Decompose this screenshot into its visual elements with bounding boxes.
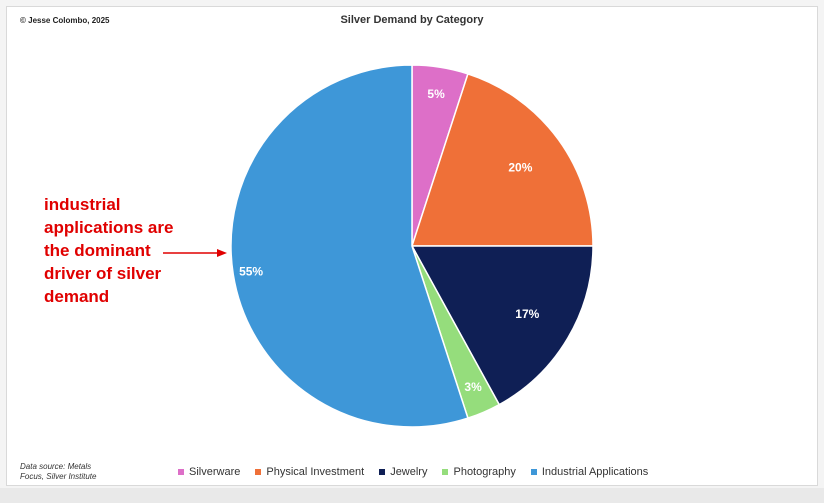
- legend-swatch: [255, 469, 262, 475]
- legend-item: Silverware: [178, 466, 240, 478]
- copyright-text: © Jesse Colombo, 2025: [20, 16, 110, 25]
- annotation-line: driver of silver: [44, 264, 162, 283]
- slice-label: 55%: [239, 264, 263, 278]
- pie-slice-physical-investment: [410, 72, 594, 247]
- annotation-line: industrial: [44, 195, 121, 214]
- slice-label: 5%: [427, 87, 445, 101]
- legend-label: Photography: [453, 466, 516, 478]
- legend-item: Industrial Applications: [530, 466, 649, 478]
- annotation-text: industrial applications are the dominant…: [44, 193, 204, 308]
- legend-label: Physical Investment: [266, 466, 365, 478]
- annotation-line: demand: [44, 287, 110, 306]
- annotation-line: the dominant: [44, 241, 151, 260]
- legend-swatch: [379, 469, 386, 475]
- legend-swatch: [178, 469, 184, 475]
- slice-label: 20%: [508, 160, 532, 174]
- slice-label: 17%: [515, 307, 539, 321]
- annotation-arrow-head: [217, 249, 227, 257]
- annotation-line: applications are: [44, 218, 174, 237]
- data-source-line: Focus, Silver Institute: [20, 472, 97, 481]
- legend-swatch: [442, 469, 449, 475]
- legend-item: Physical Investment: [255, 466, 364, 478]
- annotation-arrow: [163, 249, 227, 257]
- data-source-line: Data source: Metals: [20, 462, 92, 471]
- chart-legend: Silverware Physical Investment Jewelry Phot…: [178, 466, 663, 478]
- legend-item: Jewelry: [379, 466, 427, 478]
- data-source: Data source: Metals Focus, Silver Instit…: [20, 462, 140, 482]
- chart-title: Silver Demand by Category: [340, 14, 484, 26]
- legend-swatch: [530, 469, 537, 475]
- legend-label: Silverware: [189, 466, 241, 478]
- pie-slice-industrial-applications: [230, 64, 469, 428]
- bottom-strip: [0, 488, 824, 503]
- slice-label: 3%: [464, 380, 482, 394]
- legend-item: Photography: [442, 466, 516, 478]
- pie-slice-jewelry: [410, 245, 594, 406]
- legend-label: Industrial Applications: [541, 466, 649, 478]
- legend-label: Jewelry: [390, 466, 428, 478]
